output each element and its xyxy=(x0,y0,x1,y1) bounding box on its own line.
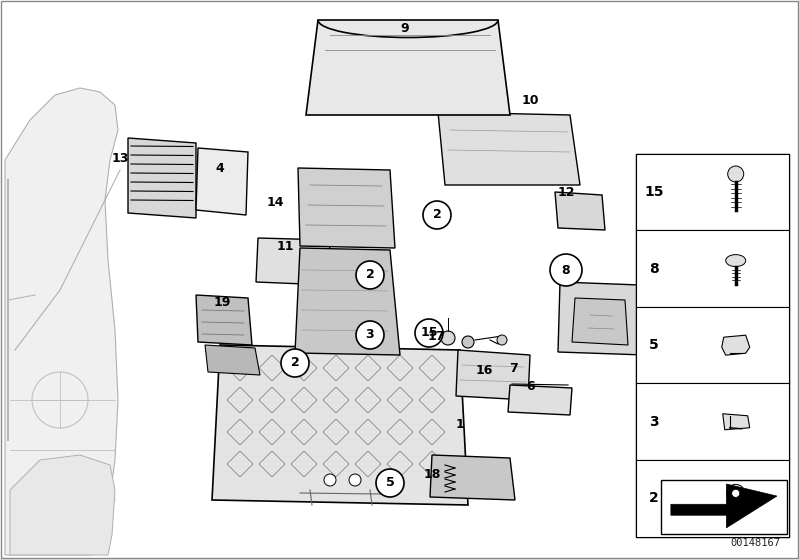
Text: 8: 8 xyxy=(562,263,570,277)
Polygon shape xyxy=(196,148,248,215)
Circle shape xyxy=(728,166,744,182)
Polygon shape xyxy=(558,282,645,355)
Text: 2: 2 xyxy=(366,268,375,282)
Circle shape xyxy=(441,331,455,345)
Text: 14: 14 xyxy=(266,196,284,209)
Circle shape xyxy=(349,474,361,486)
Circle shape xyxy=(727,484,745,503)
Circle shape xyxy=(376,469,404,497)
Text: 2: 2 xyxy=(291,357,300,369)
Text: 1: 1 xyxy=(455,419,464,432)
Polygon shape xyxy=(438,112,580,185)
Polygon shape xyxy=(572,298,628,345)
Text: 3: 3 xyxy=(650,415,659,429)
Circle shape xyxy=(550,254,582,286)
Bar xyxy=(636,383,789,460)
Text: 19: 19 xyxy=(213,296,231,310)
Polygon shape xyxy=(128,138,196,218)
Text: 10: 10 xyxy=(521,93,539,107)
Bar xyxy=(661,480,787,534)
Bar xyxy=(636,307,789,383)
Polygon shape xyxy=(212,345,468,505)
Text: 2: 2 xyxy=(432,209,441,221)
Text: 2: 2 xyxy=(649,491,659,505)
Text: 15: 15 xyxy=(644,185,664,199)
Text: 13: 13 xyxy=(111,151,129,164)
Polygon shape xyxy=(456,350,530,400)
Text: 7: 7 xyxy=(509,362,518,375)
Polygon shape xyxy=(256,238,330,285)
Circle shape xyxy=(324,474,336,486)
Polygon shape xyxy=(555,192,605,230)
Bar xyxy=(636,460,789,537)
Text: 17: 17 xyxy=(427,329,445,343)
Polygon shape xyxy=(306,20,510,115)
Circle shape xyxy=(281,349,309,377)
Polygon shape xyxy=(723,414,749,430)
Text: 00148167: 00148167 xyxy=(730,538,780,548)
Polygon shape xyxy=(205,345,260,375)
Text: 5: 5 xyxy=(649,338,659,352)
Bar xyxy=(636,154,789,537)
Polygon shape xyxy=(430,455,515,500)
Text: 6: 6 xyxy=(527,380,535,392)
Polygon shape xyxy=(298,168,395,248)
Circle shape xyxy=(497,335,507,345)
Polygon shape xyxy=(721,335,749,355)
Polygon shape xyxy=(295,248,400,355)
Polygon shape xyxy=(671,484,777,528)
Bar xyxy=(636,154,789,230)
Text: 12: 12 xyxy=(557,186,574,198)
Text: 11: 11 xyxy=(276,240,294,253)
Bar xyxy=(636,230,789,307)
Circle shape xyxy=(356,321,384,349)
Text: 8: 8 xyxy=(649,262,659,276)
Polygon shape xyxy=(196,295,252,345)
Circle shape xyxy=(732,489,740,498)
Text: 4: 4 xyxy=(216,162,225,174)
Circle shape xyxy=(423,201,451,229)
Text: 5: 5 xyxy=(386,476,395,490)
Circle shape xyxy=(356,261,384,289)
Text: 3: 3 xyxy=(366,329,374,342)
Text: 16: 16 xyxy=(475,363,493,377)
Text: 18: 18 xyxy=(423,468,441,481)
Circle shape xyxy=(415,319,443,347)
Text: 15: 15 xyxy=(420,326,438,339)
Text: 9: 9 xyxy=(400,21,409,35)
Polygon shape xyxy=(508,385,572,415)
Ellipse shape xyxy=(725,254,745,267)
Circle shape xyxy=(462,336,474,348)
Polygon shape xyxy=(5,88,118,555)
Polygon shape xyxy=(10,455,115,555)
